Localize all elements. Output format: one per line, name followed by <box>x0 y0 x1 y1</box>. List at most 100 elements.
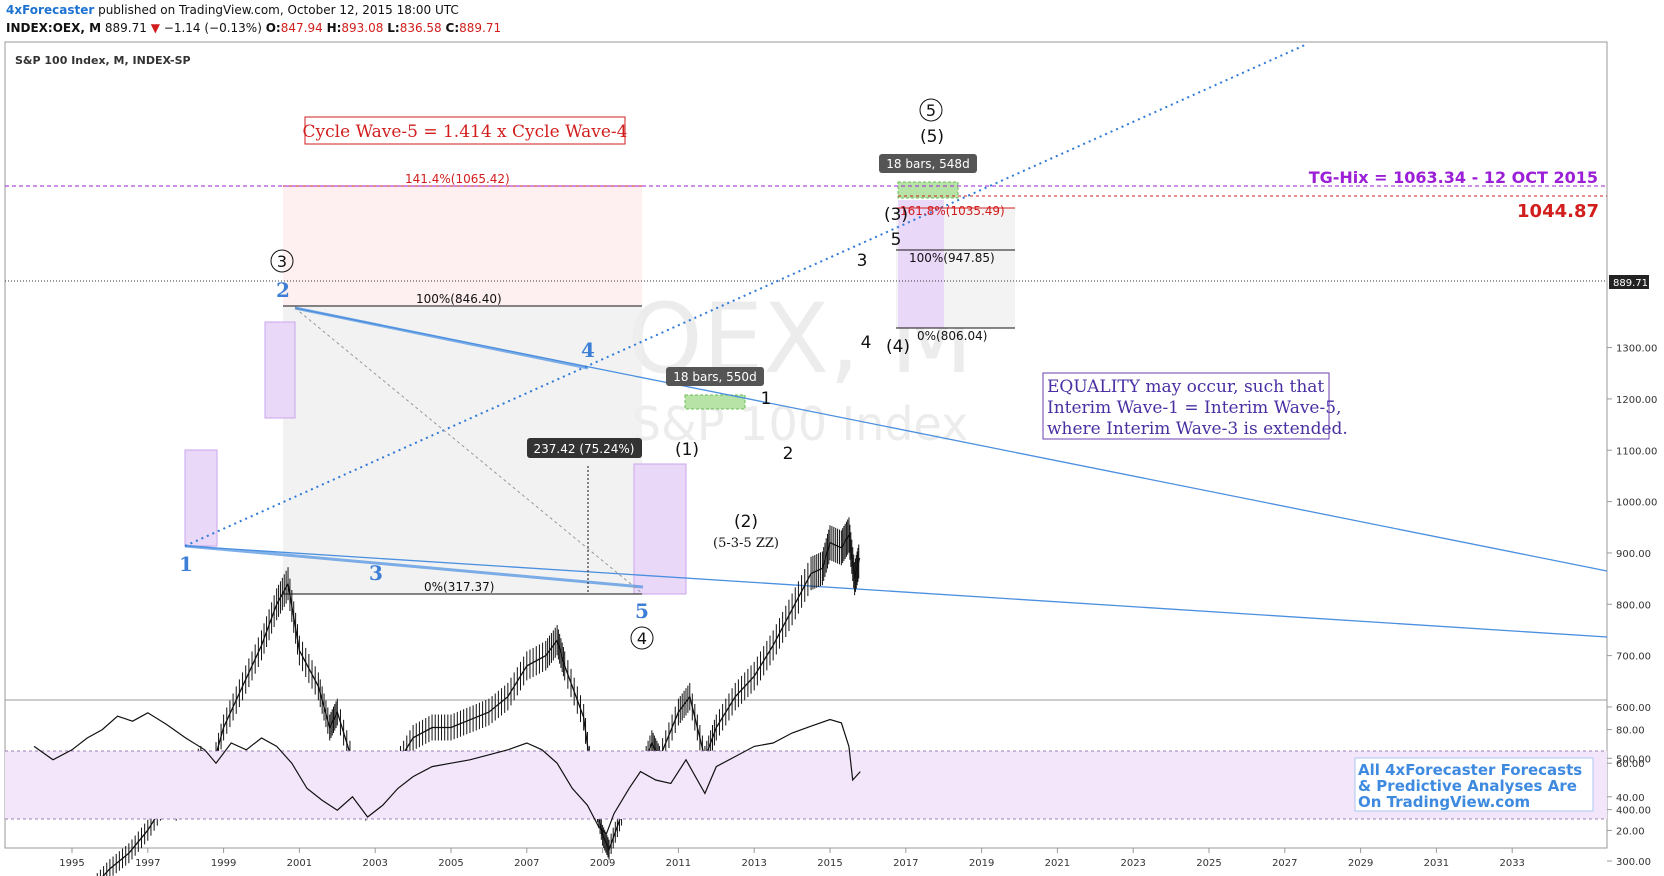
purple-box-3 <box>633 463 687 595</box>
retrace-tag <box>527 438 642 458</box>
fib-extension-zone <box>283 186 642 306</box>
purple-box-1 <box>184 449 218 547</box>
dotted-trendline <box>184 44 1306 547</box>
time-axis-label: 2025 <box>1196 858 1221 869</box>
close-label: C: <box>445 21 460 35</box>
interim-labels: (1) (2) (3) (4) (5) <box>675 127 944 532</box>
sub-label-5: 5 <box>891 230 902 250</box>
cycle-note-box <box>304 116 626 145</box>
time-axis-label: 2023 <box>1120 858 1145 869</box>
last-price-tag-label: 889.71 <box>1613 278 1648 289</box>
wave-label-3: 3 <box>369 561 383 585</box>
author-link[interactable]: 4xForecaster <box>6 3 95 17</box>
footer-note-line2: & Predictive Analyses Are <box>1358 777 1577 795</box>
ohlc-header: INDEX:OEX, M 889.71 ▼ −1.14 (−0.13%) O: 8… <box>6 21 501 35</box>
high-label: H: <box>326 21 342 35</box>
interim-label-3: (3) <box>884 205 908 225</box>
time-axis-label: 2027 <box>1272 858 1297 869</box>
time-axis[interactable]: 1995 1997 1999 2001 2003 2005 2007 2009 2011 2013… <box>59 848 1525 869</box>
cycle-4-circle <box>630 626 654 650</box>
green-box-550 <box>684 394 746 410</box>
cycle-label-3: 3 <box>277 252 287 271</box>
price-axis-label: 1100.00 <box>1616 446 1657 457</box>
cycle-note: Cycle Wave-5 = 1.414 x Cycle Wave-4 <box>303 122 628 142</box>
change-arrow-icon: ▼ <box>150 21 160 35</box>
interim-label-1: (1) <box>675 440 699 460</box>
time-axis-label: 2011 <box>666 858 691 869</box>
price-axis-label: 800.00 <box>1616 600 1651 611</box>
interim-label-5: (5) <box>920 127 944 147</box>
rsi-series-line <box>33 712 861 835</box>
price-axis-label: 1200.00 <box>1616 395 1657 406</box>
bars-548-tag <box>879 154 977 173</box>
price-axis-label: 400.00 <box>1616 806 1651 817</box>
time-axis-label: 2021 <box>1045 858 1070 869</box>
high-value: 893.08 <box>341 21 384 35</box>
price-axis-label: 900.00 <box>1616 549 1651 560</box>
time-axis-label: 2001 <box>287 858 312 869</box>
equality-note-line1: EQUALITY may occur, such that <box>1047 377 1324 397</box>
sub-label-3: 3 <box>857 251 868 271</box>
rsi-axis-label: 20.00 <box>1616 826 1645 837</box>
wave-label-4: 4 <box>581 338 595 362</box>
rsi-axis[interactable]: 80.00 60.00 40.00 20.00 <box>1607 726 1645 838</box>
last-price-tag <box>1609 275 1649 289</box>
symbol-label: INDEX:OEX, M <box>6 21 102 35</box>
trendlines <box>184 44 1608 638</box>
sub-label-2: 2 <box>783 444 794 464</box>
time-axis-label: 2009 <box>590 858 615 869</box>
cycle-5-circle <box>919 98 943 122</box>
cycle-label-4: 4 <box>637 629 647 648</box>
pane-title: S&P 100 Index, M, INDEX-SP <box>15 54 191 67</box>
rsi-axis-label: 80.00 <box>1616 726 1645 737</box>
time-axis-label: 1995 <box>59 858 84 869</box>
equality-note-line2: Interim Wave-1 = Interim Wave-5, <box>1047 398 1341 418</box>
price-axis-label: 700.00 <box>1616 652 1651 663</box>
fib-100-left-label: 100%(846.40) <box>416 292 502 306</box>
footer-note-line3: On TradingView.com <box>1358 793 1530 811</box>
change-value: −1.14 (−0.13%) <box>163 21 262 35</box>
cycle-label-5: 5 <box>926 101 936 120</box>
sub-wave-labels: 1 2 3 4 5 <box>761 230 902 464</box>
rsi-band <box>5 751 1607 819</box>
blue-wave-labels: 1 2 3 4 5 <box>179 278 649 623</box>
wave1-3-line <box>184 544 644 589</box>
price-axis-label: 1300.00 <box>1616 344 1657 355</box>
price-axis-label: 300.00 <box>1616 857 1651 868</box>
bars-550-label: 18 bars, 550d <box>673 370 756 384</box>
levels <box>5 185 1607 595</box>
price-axis[interactable]: 1300.00 1200.00 1100.00 1000.00 900.00 800.00… <box>1607 344 1657 876</box>
rsi-axis-label: 60.00 <box>1616 759 1645 770</box>
sub-label-1: 1 <box>761 389 772 409</box>
price-axis-label: 500.00 <box>1616 754 1651 765</box>
tg-hix-label: TG-Hix = 1063.34 - 12 OCT 2015 <box>1309 168 1598 187</box>
fib-141-label: 141.4%(1065.42) <box>405 172 510 186</box>
time-axis-label: 1997 <box>135 858 160 869</box>
fib-100-right-label: 100%(947.85) <box>909 251 995 265</box>
time-axis-label: 2031 <box>1424 858 1449 869</box>
time-axis-label: 1999 <box>211 858 236 869</box>
low-value: 836.58 <box>399 21 442 35</box>
last-price: 889.71 <box>104 21 147 35</box>
equality-note-line3: where Interim Wave-3 is extended. <box>1047 419 1348 439</box>
time-axis-label: 2019 <box>969 858 994 869</box>
time-axis-label: 2017 <box>893 858 918 869</box>
price-axis-label: 1000.00 <box>1616 498 1657 509</box>
low-label: L: <box>387 21 400 35</box>
fib-0-right-label: 0%(806.04) <box>917 329 987 343</box>
time-axis-label: 2003 <box>362 858 387 869</box>
interim-label-2: (2) <box>734 512 758 532</box>
rsi-axis-label: 40.00 <box>1616 793 1645 804</box>
wave-label-2: 2 <box>276 278 290 302</box>
footer-note-box <box>1354 757 1594 812</box>
bars-550-tag <box>666 367 764 386</box>
footer-note-line1: All 4xForecaster Forecasts <box>1358 761 1582 779</box>
close-value: 889.71 <box>459 21 502 35</box>
lower-trendline <box>184 545 1608 638</box>
wave-label-5: 5 <box>635 599 649 623</box>
zz-note: (5-3-5 ZZ) <box>713 536 779 551</box>
open-label: O: <box>265 21 281 35</box>
equality-note-box <box>1042 372 1330 440</box>
price-axis-label: 600.00 <box>1616 703 1651 714</box>
